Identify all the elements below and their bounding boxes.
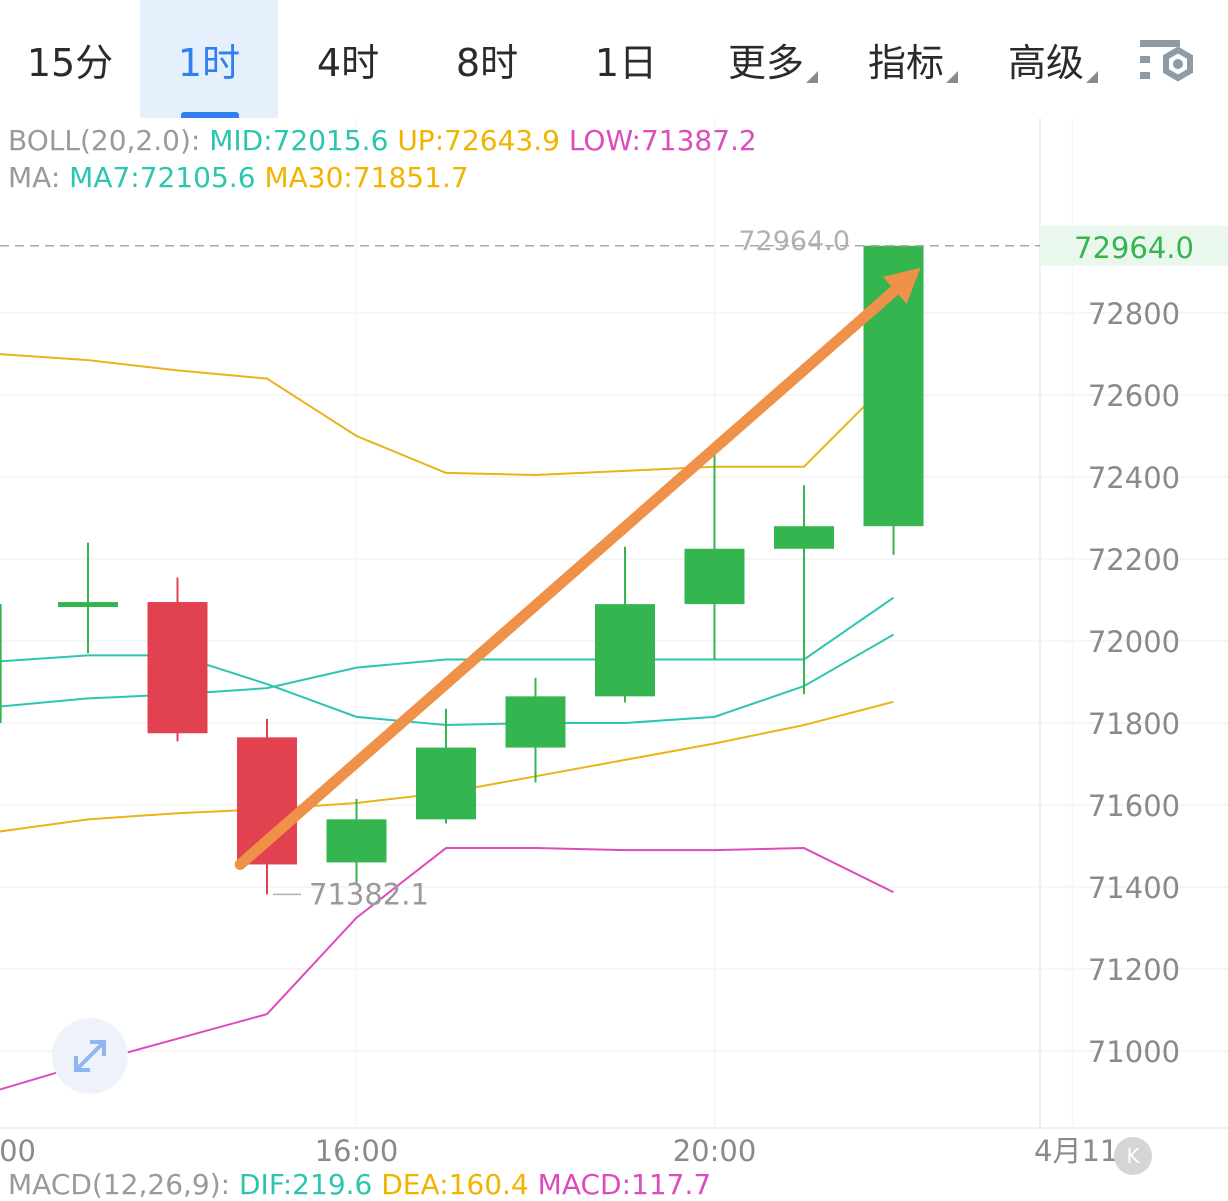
tab-label: 更多	[728, 32, 818, 87]
candle	[58, 542, 118, 654]
candle-body	[595, 604, 655, 697]
tab-3[interactable]: 8时	[418, 0, 556, 118]
boll-mid: MID:72015.6	[209, 124, 389, 157]
trend-arrow-shaft	[234, 284, 901, 870]
candle	[774, 485, 834, 695]
tab-1[interactable]: 1时	[140, 0, 278, 118]
line-ma30	[0, 700, 894, 833]
y-tick-label: 71400	[1088, 871, 1180, 905]
tab-label: 1时	[177, 40, 241, 85]
candle	[684, 452, 745, 660]
chart-axes: 72964.0 72964.0 71382.1 71000 71200 71400 7160…	[0, 225, 1228, 1168]
candle	[505, 677, 566, 783]
candle-body	[416, 747, 476, 820]
y-tick-label: 71000	[1088, 1035, 1180, 1069]
active-tab-underline	[181, 112, 239, 118]
ma30-value: MA30:71851.7	[264, 161, 469, 194]
boll-low: LOW:71387.2	[568, 124, 757, 157]
y-tick-label: 72200	[1088, 543, 1180, 577]
interval-tabs: 15分 1时 4时 8时 1日 更多 指标 高级	[0, 0, 1228, 118]
dropdown-triangle-icon	[946, 70, 958, 83]
tab-label: 指标	[868, 32, 958, 87]
current-price-tag	[1040, 225, 1228, 266]
line-up	[0, 353, 895, 476]
candles	[0, 245, 924, 895]
candle	[237, 718, 297, 895]
high-label: 72964.0	[738, 226, 850, 257]
y-tick-label: 72600	[1088, 379, 1180, 413]
candle-body	[684, 548, 745, 605]
ma-indicator: MA: MA7:72105.6 MA30:71851.7	[8, 161, 469, 194]
y-tick-label: 72400	[1088, 461, 1180, 495]
expand-icon	[74, 1040, 106, 1072]
x-tick-label: 16:00	[315, 1134, 399, 1168]
tab-label: 1日	[594, 40, 658, 85]
boll-indicator: BOLL(20,2.0): MID:72015.6 UP:72643.9 LOW…	[8, 124, 757, 157]
tab-7[interactable]: 高级	[976, 0, 1116, 118]
tab-4[interactable]: 1日	[556, 0, 696, 118]
tab-2[interactable]: 4时	[278, 0, 418, 118]
tab-label: 15分	[26, 40, 114, 85]
line-ma7	[0, 596, 895, 708]
expand-button[interactable]	[52, 1018, 128, 1094]
candle-body	[147, 602, 208, 734]
y-tick-label: 72800	[1088, 297, 1180, 331]
x-tick-label: 20:00	[673, 1134, 757, 1168]
kline-badge[interactable]: K	[1114, 1137, 1152, 1175]
tab-label: 4时	[316, 40, 380, 85]
x-tick-label: 4月11	[1034, 1134, 1118, 1168]
boll-prefix: BOLL(20,2.0):	[8, 124, 201, 157]
candle	[326, 798, 387, 883]
y-tick-label: 72000	[1088, 625, 1180, 659]
dropdown-triangle-icon	[806, 70, 818, 83]
trend-arrow-head	[882, 267, 921, 304]
candle-body	[0, 604, 2, 723]
ma-prefix: MA:	[8, 161, 61, 194]
tab-label: 8时	[455, 40, 519, 85]
candle	[147, 577, 208, 742]
candle-body	[505, 696, 566, 748]
ma7-value: MA7:72105.6	[69, 161, 256, 194]
tab-6[interactable]: 指标	[836, 0, 976, 118]
candle-body	[326, 819, 387, 863]
y-tick-label: 71600	[1088, 789, 1180, 823]
tab-0[interactable]: 15分	[0, 0, 140, 118]
chart-settings-icon[interactable]	[1136, 36, 1198, 90]
candle-body	[58, 602, 118, 608]
candle-body	[774, 526, 834, 549]
x-tick-label: 12:00	[0, 1134, 36, 1168]
candle	[416, 708, 476, 824]
candle	[0, 604, 2, 723]
low-label: 71382.1	[309, 877, 429, 911]
tab-label: 高级	[1008, 32, 1098, 87]
current-price-label: 72964.0	[1074, 231, 1194, 265]
tab-5[interactable]: 更多	[696, 0, 836, 118]
trend-arrow	[234, 267, 921, 870]
candle	[595, 546, 655, 703]
y-tick-label: 71200	[1088, 953, 1180, 987]
dropdown-triangle-icon	[1086, 70, 1098, 83]
boll-up: UP:72643.9	[397, 124, 560, 157]
y-tick-label: 71800	[1088, 707, 1180, 741]
